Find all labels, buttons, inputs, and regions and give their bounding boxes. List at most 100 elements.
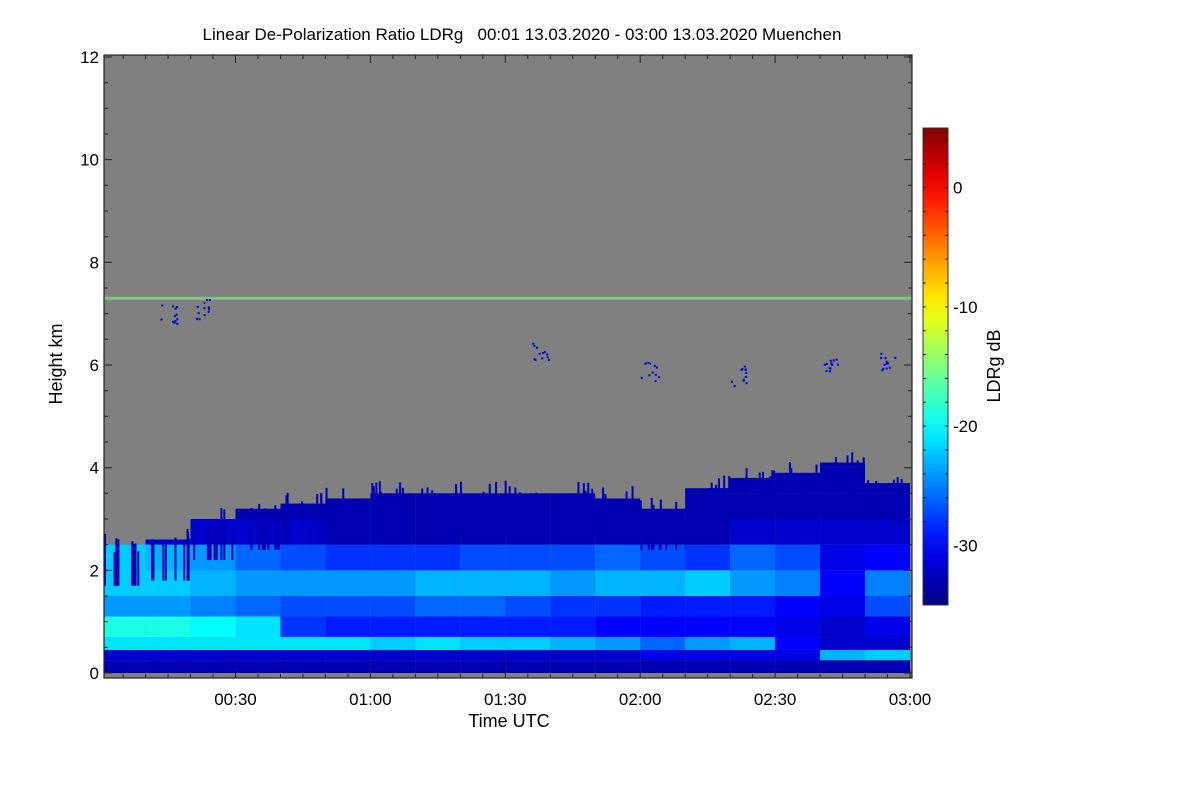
heatmap-cell xyxy=(730,649,776,661)
heatmap-cell xyxy=(775,660,821,673)
heatmap-cell xyxy=(595,570,641,596)
ice-patch-point xyxy=(882,367,885,370)
heatmap-cell xyxy=(104,649,146,661)
cloud-top-streak xyxy=(104,533,106,586)
cloud-top-streak xyxy=(152,544,155,581)
cloud-top-streak xyxy=(358,498,361,540)
cloud-top-streak xyxy=(788,461,791,514)
cloud-top-streak xyxy=(618,508,621,540)
cloud-top-streak xyxy=(131,545,134,586)
ice-patch-point xyxy=(174,307,177,310)
cloud-top-streak xyxy=(392,505,395,535)
heatmap-cell xyxy=(505,570,551,596)
heatmap-cell xyxy=(865,544,910,571)
y-tick-label: 10 xyxy=(80,151,99,170)
ice-patch-point xyxy=(207,306,210,309)
heatmap-cell xyxy=(104,596,146,617)
heatmap-cell xyxy=(280,596,326,617)
heatmap-cell xyxy=(640,649,686,661)
colorbar-tick-label: -10 xyxy=(953,298,978,317)
heatmap-cell xyxy=(460,649,506,661)
heatmap-cell xyxy=(865,649,910,661)
ice-patch-point xyxy=(885,360,888,363)
cloud-top-streak xyxy=(285,495,288,545)
heatmap-cell xyxy=(730,519,776,545)
cloud-top-streak xyxy=(133,543,136,586)
ice-patch-point xyxy=(654,380,657,383)
heatmap-cell xyxy=(145,637,191,650)
ice-patch-point xyxy=(543,351,546,354)
cloud-top-streak xyxy=(834,457,837,504)
colorbar-label: LDRg dB xyxy=(984,329,1004,402)
colorbar-tick-label: -20 xyxy=(953,417,978,436)
cloud-top-streak xyxy=(261,512,264,550)
cloud-top-streak xyxy=(665,509,668,550)
ice-patch-point xyxy=(176,322,179,325)
cloud-top-streak xyxy=(371,483,374,535)
heatmap-cell xyxy=(685,570,731,596)
heatmap-cell xyxy=(775,519,821,545)
heatmap-cell xyxy=(730,493,776,519)
heatmap-cell xyxy=(775,637,821,650)
heatmap-cell xyxy=(235,660,281,673)
ice-patch-point xyxy=(883,363,886,366)
ice-patch-point xyxy=(532,342,535,345)
ice-patch-point xyxy=(653,364,656,367)
heatmap-cell xyxy=(325,596,371,617)
ice-patch-point xyxy=(172,305,175,308)
ice-patch-point xyxy=(743,365,746,368)
heatmap-cell xyxy=(730,544,776,571)
cloud-top-streak xyxy=(707,488,710,530)
cloud-top-streak xyxy=(675,501,678,550)
cloud-top-streak xyxy=(508,486,511,535)
heatmap-cells xyxy=(104,55,912,678)
ice-patch-point xyxy=(161,304,164,307)
ice-patch-point xyxy=(730,380,733,383)
heatmap-cell xyxy=(280,649,326,661)
cloud-top-streak xyxy=(215,518,218,561)
heatmap-cell xyxy=(280,637,326,650)
heatmap-cell xyxy=(235,519,281,545)
plot-frame xyxy=(103,54,913,679)
heatmap-cell xyxy=(505,649,551,661)
ice-patch-point xyxy=(829,367,832,370)
cloud-top-streak xyxy=(342,488,345,540)
heatmap-cell xyxy=(370,649,416,661)
ice-patch-point xyxy=(885,363,888,366)
heatmap-cell xyxy=(104,570,146,596)
heatmap-cell xyxy=(415,637,461,650)
heatmap-cell xyxy=(280,660,326,673)
cloud-top-streak xyxy=(717,478,720,530)
x-tick-label: 01:00 xyxy=(349,690,392,709)
x-axis-label: Time UTC xyxy=(468,711,549,731)
ice-patch-point xyxy=(175,313,178,316)
cloud-top-streak xyxy=(375,482,378,535)
cloud-top-streak xyxy=(449,495,452,535)
cloud-top-streak xyxy=(805,474,808,514)
cloud-top-streak xyxy=(853,472,856,504)
cloud-top-streak xyxy=(745,468,748,519)
ice-patch-point xyxy=(176,318,179,321)
cloud-top-streak xyxy=(534,495,537,535)
ice-patch-point xyxy=(829,370,832,373)
heatmap-cell xyxy=(280,544,326,571)
heatmap-cell xyxy=(235,544,281,571)
heatmap-cell xyxy=(550,616,596,638)
cloud-top-streak xyxy=(220,508,223,561)
ice-patch-point xyxy=(835,358,838,361)
heatmap-cell xyxy=(190,544,236,571)
cloud-top-streak xyxy=(258,503,261,550)
cloud-top-streak xyxy=(582,483,585,535)
heatmap-cell xyxy=(865,596,910,617)
chart-title: Linear De-Polarization Ratio LDRg 00:01 … xyxy=(203,25,842,44)
heatmap-cell xyxy=(550,570,596,596)
heatmap-cell xyxy=(415,649,461,661)
thin-layer-mark xyxy=(104,296,912,300)
cloud-top-streak xyxy=(867,480,870,525)
ice-patch-point xyxy=(175,306,178,309)
x-tick-label: 03:00 xyxy=(889,690,932,709)
heatmap-cell xyxy=(104,637,146,650)
cloud-top-streak xyxy=(495,481,498,535)
y-tick-label: 4 xyxy=(90,459,99,478)
